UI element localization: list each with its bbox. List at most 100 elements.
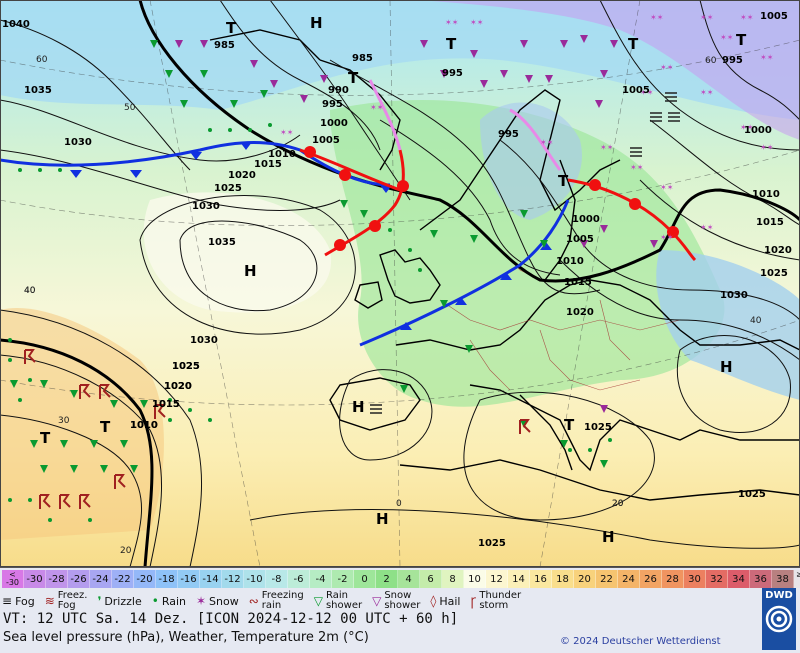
scale-cell: < -30 [2, 570, 24, 588]
isobar-label: 1000 [320, 118, 348, 129]
isobar-label: 1040 [2, 19, 30, 30]
fog-symbols [370, 92, 680, 414]
scale-cell: -6 [288, 570, 310, 588]
temperature-isoline-label: 20 [612, 499, 624, 509]
scale-cell: 0 [354, 570, 376, 588]
legend-fog: ≡ Fog [2, 594, 35, 608]
legend-panel: < -30 -30 -28 -26 -24 -22 -20 -18 -16 -14 -12 -10 -8… [0, 567, 800, 653]
temperature-isoline-label: 30 [58, 416, 70, 426]
legend-hail: ◊ Hail [430, 594, 461, 608]
svg-text:✶✶: ✶✶ [700, 88, 713, 97]
isobar-label: 1025 [172, 361, 200, 372]
cold-front [0, 141, 570, 347]
isobar-label: 985 [352, 53, 373, 64]
pressure-system-label: H [720, 358, 733, 376]
scale-cell: 2 [376, 570, 398, 588]
legend-freezing-fog: ≋ Freez. Fog [44, 590, 88, 611]
isobar-label: 1005 [760, 11, 788, 22]
isobar-label: 1000 [572, 214, 600, 225]
scale-cell: -24 [90, 570, 112, 588]
scale-cell: 12 [486, 570, 508, 588]
isobar-label: 1015 [254, 159, 282, 170]
temperature-isoline-label: 40 [750, 316, 762, 326]
svg-text:✶✶: ✶✶ [700, 13, 713, 22]
temperature-isoline-label: 0 [396, 499, 402, 509]
svg-text:✶✶: ✶✶ [370, 103, 383, 112]
svg-text:✶✶: ✶✶ [630, 163, 643, 172]
chart-subtitle: Sea level pressure (hPa), Weather, Tempe… [3, 630, 369, 645]
isobar-label: 1025 [584, 422, 612, 433]
isobar-label: 1015 [152, 399, 180, 410]
isobar-label: 1035 [24, 85, 52, 96]
isobar-label: 990 [328, 85, 349, 96]
scale-cell: -12 [222, 570, 244, 588]
scale-cell: 24 [618, 570, 640, 588]
pressure-system-label: T [736, 31, 747, 49]
scale-cell: -30 [24, 570, 46, 588]
scale-cell: -26 [68, 570, 90, 588]
rain-icon: • [151, 594, 159, 608]
svg-text:✶✶: ✶✶ [760, 53, 773, 62]
isobar-label: 1005 [566, 234, 594, 245]
isobar-label: 1030 [192, 201, 220, 212]
isobar-label: 1010 [556, 256, 584, 267]
thunderstorm-icon: Ꞅ [470, 594, 477, 609]
snow-symbols: ✶✶ ✶✶ ✶✶ ✶✶ ✶✶ ✶✶ ✶✶ ✶✶ ✶✶ ✶✶ ✶✶ ✶✶ ✶✶ ✶✶ ✶✶ ✶✶ ✶✶ ✶✶… [280, 13, 773, 242]
scale-cell: 22 [596, 570, 618, 588]
svg-text:✶✶: ✶✶ [660, 183, 673, 192]
temperature-isoline-label: 60 [705, 56, 717, 66]
freezing-fog-icon: ≋ [44, 594, 55, 608]
svg-text:✶✶: ✶✶ [640, 88, 653, 97]
shower-symbols [10, 40, 608, 473]
isobar-label: 1020 [164, 381, 192, 392]
scale-cell: -20 [134, 570, 156, 588]
dwd-logo: DWD [762, 588, 796, 650]
svg-text:✶✶: ✶✶ [760, 143, 773, 152]
isobar-label: 985 [214, 40, 235, 51]
isobar-label: 1025 [478, 538, 506, 549]
legend-drizzle: ❜ Drizzle [97, 594, 142, 608]
temperature-isoline-label: 40 [24, 286, 36, 296]
scale-cell: 16 [530, 570, 552, 588]
isobar-label: 1005 [312, 135, 340, 146]
isobar-label: 995 [498, 129, 519, 140]
temperature-isoline-label: 20 [612, 499, 624, 509]
isobar-label: 1020 [566, 307, 594, 318]
occluded-front [368, 79, 562, 171]
scale-cell: 32 [706, 570, 728, 588]
pressure-system-label: H [602, 528, 615, 546]
svg-text:✶✶: ✶✶ [700, 223, 713, 232]
scale-cell: 38 [772, 570, 794, 588]
dwd-swirl-icon [765, 605, 793, 633]
scale-cell: 20 [574, 570, 596, 588]
svg-text:✶✶: ✶✶ [540, 138, 553, 147]
scale-cell: -8 [266, 570, 288, 588]
svg-text:✶✶: ✶✶ [740, 123, 753, 132]
isobar-label: 1010 [268, 149, 296, 160]
isobar-label: 1025 [214, 183, 242, 194]
svg-text:✶✶: ✶✶ [720, 33, 733, 42]
temperature-color-scale: < -30 -30 -28 -26 -24 -22 -20 -18 -16 -14 -12 -10 -8… [2, 570, 800, 588]
isobar-label: 1025 [172, 361, 200, 372]
svg-text:✶✶: ✶✶ [280, 128, 293, 137]
legend-snow: ✶ Snow [195, 594, 239, 608]
fog-icon: ≡ [2, 594, 13, 608]
legend-freezing-rain: ∾ Freezing rain [248, 590, 304, 611]
scale-cell: -28 [46, 570, 68, 588]
temperature-isoline-label: 60 [36, 55, 48, 65]
isobar-label: 1020 [228, 170, 256, 181]
scale-cell: 34 [728, 570, 750, 588]
freezing-rain-icon: ∾ [248, 594, 259, 608]
drizzle-icon: ❜ [97, 594, 102, 608]
scale-cell: 36 [750, 570, 772, 588]
rain-shower-icon: ▽ [313, 594, 323, 608]
isobar-label: 1030 [64, 137, 92, 148]
scale-cell: -2 [332, 570, 354, 588]
isobar-label: 1025 [738, 489, 766, 500]
isobar-label: 1030 [190, 335, 218, 346]
scale-cell: -18 [156, 570, 178, 588]
isobar-label: 995 [722, 55, 743, 66]
isobar-label: 1005 [622, 85, 650, 96]
isobar-label: 1015 [756, 217, 784, 228]
pressure-system-label: H [310, 14, 323, 32]
